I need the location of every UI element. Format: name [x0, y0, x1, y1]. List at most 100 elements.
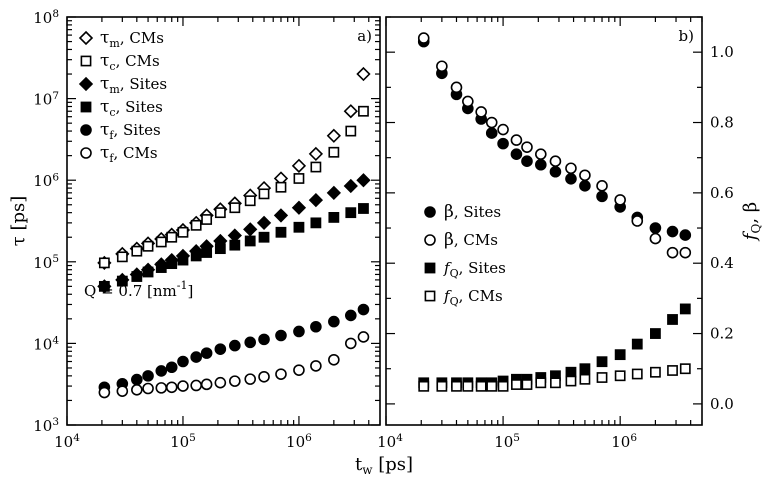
data-point	[679, 363, 691, 375]
data-point	[244, 336, 257, 349]
series-5	[98, 331, 370, 399]
data-point	[98, 280, 110, 292]
data-point	[200, 347, 213, 359]
legend-entry: τc, CMs	[100, 51, 160, 73]
data-point	[142, 240, 154, 252]
data-point	[155, 262, 167, 273]
y-tick-label: 0.6	[710, 184, 734, 202]
data-point	[142, 266, 154, 278]
data-point	[214, 243, 226, 255]
data-point	[650, 366, 661, 378]
series-1	[98, 105, 369, 269]
data-point	[214, 376, 227, 389]
y-tick-label: 1.0	[710, 43, 734, 61]
y-tick-label: 0.8	[710, 114, 734, 132]
data-point	[291, 158, 307, 173]
data-point	[596, 180, 608, 192]
data-point	[142, 370, 154, 382]
y-axis-label: τ [ps]	[8, 196, 29, 246]
x-tick-label: 104	[377, 432, 403, 451]
data-point	[328, 212, 340, 223]
data-point	[229, 339, 241, 352]
data-point	[535, 377, 547, 389]
data-point	[614, 370, 626, 382]
data-point	[131, 271, 143, 282]
data-point	[310, 217, 322, 229]
data-point	[200, 378, 213, 391]
data-point	[667, 314, 678, 325]
data-point	[511, 379, 522, 390]
annotation: Q = 0.7 [nm-1]	[84, 279, 193, 300]
data-point	[177, 355, 189, 368]
data-point	[424, 234, 436, 246]
data-point	[475, 106, 487, 118]
series-3	[418, 363, 691, 392]
series-1	[417, 32, 692, 259]
data-point	[258, 370, 270, 383]
data-point	[565, 162, 577, 175]
data-point	[417, 32, 430, 44]
data-point	[116, 251, 128, 263]
data-point	[131, 245, 143, 257]
data-point	[565, 375, 577, 387]
data-point	[229, 375, 241, 387]
panel-label: a)	[357, 27, 372, 45]
data-point	[328, 146, 340, 158]
data-point	[98, 386, 111, 399]
data-point	[596, 372, 608, 383]
data-point	[679, 246, 692, 259]
data-point	[275, 329, 287, 342]
data-point	[310, 360, 322, 372]
data-point	[344, 309, 357, 322]
y-tick-label: 104	[33, 335, 59, 354]
data-point	[486, 380, 498, 392]
legend: β, Sites β, CMs fQ, Sites fQ, CMs	[424, 202, 506, 308]
data-point	[165, 361, 178, 374]
data-point	[357, 303, 370, 316]
data-point	[666, 246, 679, 259]
legend-entry: τc, Sites	[100, 97, 163, 119]
data-point	[291, 200, 307, 215]
data-point	[293, 364, 305, 376]
legend-entry: β, CMs	[444, 230, 498, 250]
data-point	[80, 101, 92, 113]
data-point	[667, 365, 678, 376]
data-point	[244, 235, 256, 247]
data-point	[177, 226, 189, 238]
data-point	[78, 76, 94, 92]
data-point	[356, 66, 371, 82]
data-point	[679, 303, 691, 315]
data-point	[227, 228, 242, 243]
data-point	[243, 222, 258, 237]
data-point	[418, 380, 430, 392]
data-point	[343, 104, 358, 119]
data-point	[535, 158, 547, 171]
data-point	[550, 377, 561, 389]
plot-frame	[66, 16, 381, 426]
y-tick-label: 0.2	[710, 325, 734, 343]
data-point	[535, 148, 547, 160]
data-point	[275, 226, 287, 238]
legend-entry: τf, Sites	[100, 120, 161, 142]
data-point	[190, 351, 202, 363]
data-point	[565, 172, 577, 185]
data-point	[436, 60, 448, 73]
data-point	[497, 123, 509, 136]
data-point	[579, 363, 591, 375]
data-point	[497, 137, 509, 150]
data-point	[190, 250, 202, 262]
data-point	[345, 125, 357, 137]
data-point	[201, 247, 213, 258]
data-point	[275, 368, 287, 380]
data-point	[155, 236, 167, 248]
x-tick-label: 104	[54, 432, 80, 451]
y-tick-label: 0.4	[710, 254, 734, 272]
data-point	[166, 258, 178, 270]
data-point	[451, 380, 462, 392]
series-4	[98, 303, 370, 394]
data-point	[190, 379, 202, 392]
series-3	[98, 203, 369, 292]
legend-entry: τm, CMs	[100, 28, 164, 50]
x-tick-label: 106	[611, 432, 637, 451]
